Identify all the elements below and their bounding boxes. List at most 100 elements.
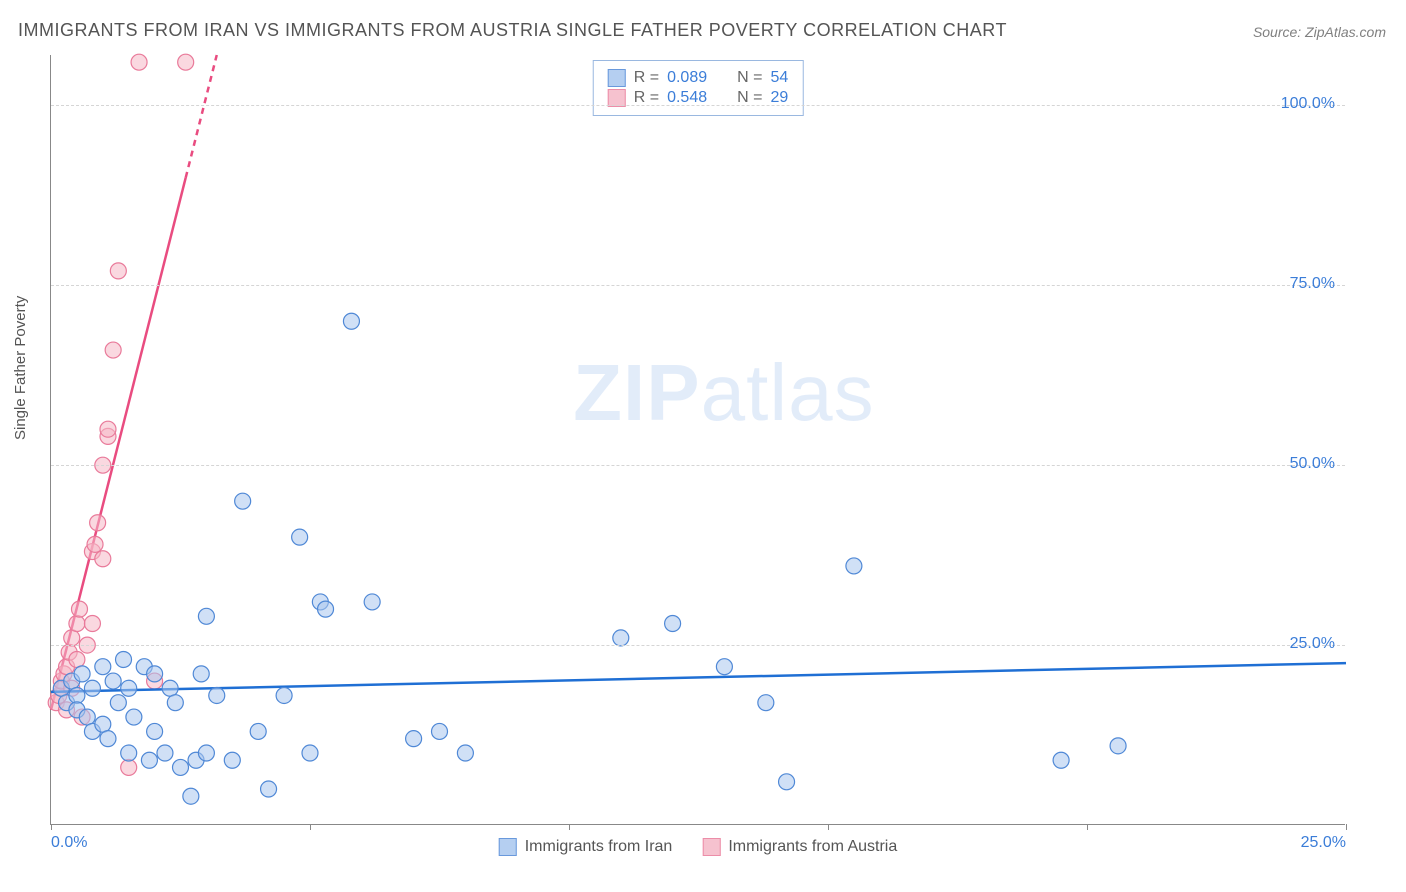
iran-point [716, 659, 732, 675]
austria-point [131, 54, 147, 70]
austria-point [69, 651, 85, 667]
n-value: 29 [770, 89, 788, 107]
iran-point [74, 666, 90, 682]
iran-point [121, 745, 137, 761]
bottom-legend-item: Immigrants from Austria [702, 838, 897, 856]
austria-point [87, 536, 103, 552]
iran-point [343, 313, 359, 329]
n-label: N = [737, 69, 762, 87]
iran-trend-line [51, 663, 1346, 692]
iran-point [173, 759, 189, 775]
gridline [51, 105, 1345, 106]
bottom-legend-item: Immigrants from Iran [499, 838, 673, 856]
gridline [51, 285, 1345, 286]
iran-point [250, 723, 266, 739]
legend-swatch [608, 69, 626, 87]
legend-stats-box: R = 0.089 N = 54 R = 0.548 N = 29 [593, 60, 804, 116]
n-value: 54 [770, 69, 788, 87]
iran-point [1053, 752, 1069, 768]
y-axis-label: Single Father Poverty [12, 296, 29, 440]
legend-swatch [499, 838, 517, 856]
iran-point [302, 745, 318, 761]
austria-point [95, 551, 111, 567]
iran-point [198, 745, 214, 761]
iran-point [292, 529, 308, 545]
iran-point [224, 752, 240, 768]
iran-point [364, 594, 380, 610]
iran-point [95, 716, 111, 732]
iran-point [1110, 738, 1126, 754]
iran-point [110, 695, 126, 711]
y-tick-label: 50.0% [1290, 455, 1335, 473]
gridline [51, 465, 1345, 466]
bottom-legend: Immigrants from Iran Immigrants from Aust… [499, 838, 898, 856]
iran-point [95, 659, 111, 675]
x-tick [51, 824, 52, 830]
austria-point [110, 263, 126, 279]
legend-swatch [702, 838, 720, 856]
r-label: R = [634, 69, 659, 87]
iran-point [613, 630, 629, 646]
scatter-svg [51, 55, 1345, 824]
x-tick [310, 824, 311, 830]
iran-point [318, 601, 334, 617]
y-tick-label: 75.0% [1290, 275, 1335, 293]
y-tick-label: 25.0% [1290, 635, 1335, 653]
iran-point [779, 774, 795, 790]
r-label: R = [634, 89, 659, 107]
iran-point [141, 752, 157, 768]
austria-point [71, 601, 87, 617]
source-attribution: Source: ZipAtlas.com [1253, 24, 1386, 40]
austria-point [105, 342, 121, 358]
iran-point [198, 608, 214, 624]
iran-point [121, 680, 137, 696]
iran-point [457, 745, 473, 761]
iran-point [79, 709, 95, 725]
austria-point [100, 421, 116, 437]
iran-point [147, 723, 163, 739]
iran-point [126, 709, 142, 725]
austria-point [64, 630, 80, 646]
iran-point [84, 680, 100, 696]
iran-point [147, 666, 163, 682]
iran-point [193, 666, 209, 682]
austria-point [90, 515, 106, 531]
legend-stats-row: R = 0.548 N = 29 [608, 89, 789, 107]
x-tick [828, 824, 829, 830]
chart-title: IMMIGRANTS FROM IRAN VS IMMIGRANTS FROM … [18, 20, 1007, 41]
iran-point [846, 558, 862, 574]
x-tick [1346, 824, 1347, 830]
iran-point [105, 673, 121, 689]
iran-point [276, 687, 292, 703]
legend-label: Immigrants from Austria [728, 838, 897, 856]
r-value: 0.089 [667, 69, 707, 87]
iran-point [209, 687, 225, 703]
iran-point [183, 788, 199, 804]
r-value: 0.548 [667, 89, 707, 107]
iran-point [235, 493, 251, 509]
iran-point [665, 616, 681, 632]
iran-point [69, 687, 85, 703]
legend-swatch [608, 89, 626, 107]
iran-point [261, 781, 277, 797]
chart-plot-area: ZIPatlas R = 0.089N = 54R = 0.548N = 29 … [50, 55, 1345, 825]
austria-point [178, 54, 194, 70]
iran-point [406, 731, 422, 747]
iran-point [162, 680, 178, 696]
austria-point [121, 759, 137, 775]
gridline [51, 645, 1345, 646]
x-tick [569, 824, 570, 830]
austria-point [84, 616, 100, 632]
iran-point [157, 745, 173, 761]
y-tick-label: 100.0% [1281, 95, 1335, 113]
x-tick-label: 25.0% [1301, 834, 1346, 852]
legend-stats-row: R = 0.089 N = 54 [608, 69, 789, 87]
x-tick [1087, 824, 1088, 830]
iran-point [758, 695, 774, 711]
legend-label: Immigrants from Iran [525, 838, 673, 856]
iran-point [116, 651, 132, 667]
austria-point [69, 616, 85, 632]
iran-point [167, 695, 183, 711]
iran-point [432, 723, 448, 739]
n-label: N = [737, 89, 762, 107]
